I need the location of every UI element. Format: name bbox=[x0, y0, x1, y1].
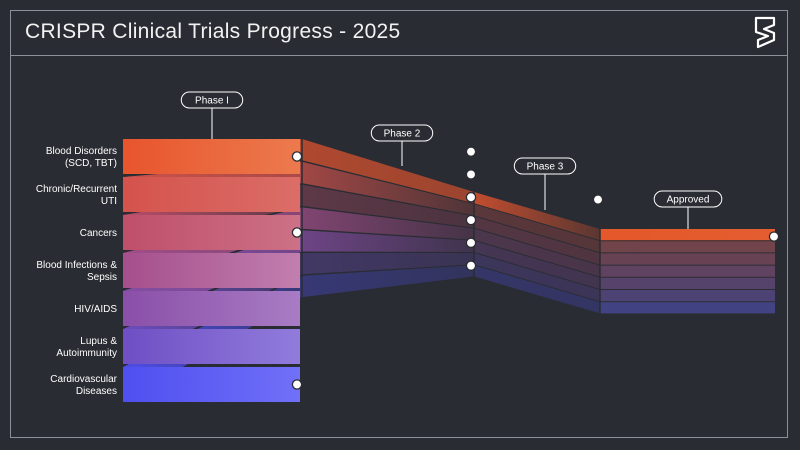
funnel-band bbox=[600, 241, 775, 253]
stage-pill bbox=[180, 91, 244, 109]
category-label: Cancers bbox=[80, 228, 117, 239]
funnel-band bbox=[302, 265, 474, 298]
stage-marker bbox=[465, 214, 477, 226]
funnel-band bbox=[474, 204, 600, 253]
funnel-band bbox=[302, 139, 474, 204]
stage-marker bbox=[291, 227, 303, 238]
funnel-band bbox=[600, 302, 775, 314]
stage-pill bbox=[653, 190, 723, 208]
frame-border bbox=[10, 10, 788, 438]
funnel-band bbox=[600, 290, 775, 302]
category-label: Cardiovascular Diseases bbox=[50, 374, 117, 397]
stage-block bbox=[123, 367, 300, 402]
stage-pill bbox=[513, 157, 577, 175]
stage-marker bbox=[592, 194, 604, 205]
category-label: Lupus & Autoimmunity bbox=[56, 336, 117, 359]
funnel-band bbox=[600, 277, 775, 289]
stage-marker bbox=[768, 231, 780, 242]
page-title: CRISPR Clinical Trials Progress - 2025 bbox=[25, 20, 401, 43]
funnel-band bbox=[474, 265, 600, 314]
stage-block bbox=[123, 253, 300, 288]
stage-block bbox=[123, 139, 300, 174]
category-label: Blood Disorders (SCD, TBT) bbox=[46, 146, 117, 169]
stage-marker bbox=[465, 169, 477, 180]
stage-label: Approved bbox=[667, 195, 710, 206]
brand-logo-icon bbox=[754, 16, 776, 49]
funnel-band bbox=[302, 253, 474, 275]
funnel-band bbox=[302, 184, 474, 228]
stage-marker bbox=[291, 379, 303, 390]
stage-block bbox=[123, 329, 300, 364]
stage-pill bbox=[370, 124, 434, 142]
stage-marker bbox=[465, 191, 477, 203]
funnel-band bbox=[474, 192, 600, 241]
funnel-band bbox=[474, 240, 600, 289]
stage-label: Phase 3 bbox=[527, 162, 564, 173]
stage-marker bbox=[465, 260, 477, 271]
funnel-band bbox=[474, 228, 600, 277]
stage-block bbox=[123, 215, 300, 250]
category-label: Chronic/Recurrent UTI bbox=[36, 184, 117, 207]
funnel-band bbox=[600, 253, 775, 265]
stage-label: Phase I bbox=[195, 96, 229, 107]
category-label: HIV/AIDS bbox=[74, 304, 117, 315]
funnel-band bbox=[302, 207, 474, 240]
funnel-band bbox=[600, 229, 775, 241]
stage-block bbox=[123, 177, 300, 212]
header-divider bbox=[10, 55, 788, 56]
stage-marker bbox=[465, 237, 477, 249]
stage-marker bbox=[291, 151, 303, 162]
stage-label: Phase 2 bbox=[384, 129, 421, 140]
funnel-band bbox=[600, 265, 775, 277]
category-label: Blood Infections & Sepsis bbox=[36, 260, 117, 283]
stage-block bbox=[123, 291, 300, 326]
funnel-band bbox=[302, 230, 474, 252]
funnel-band bbox=[474, 253, 600, 302]
funnel-band bbox=[474, 216, 600, 265]
funnel-band bbox=[302, 161, 474, 216]
stage-marker bbox=[465, 146, 477, 157]
